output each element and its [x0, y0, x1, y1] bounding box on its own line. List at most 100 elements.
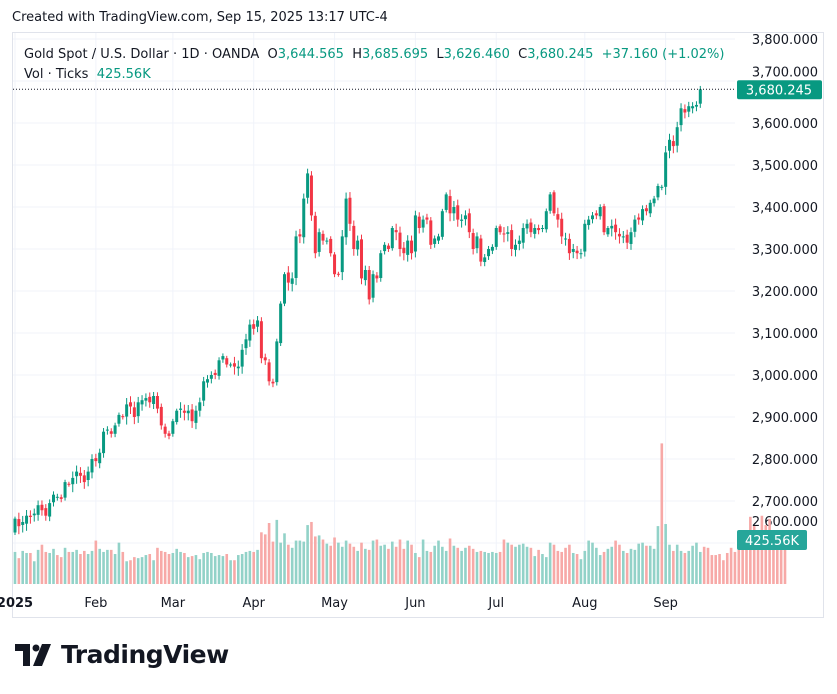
candle-body — [182, 410, 186, 413]
volume-bar — [59, 557, 63, 584]
symbol-legend: Gold Spot / U.S. Dollar · 1D · OANDA O3,… — [24, 45, 724, 85]
volume-bar — [387, 548, 390, 584]
candle-body — [664, 152, 668, 187]
volume-bar — [98, 548, 101, 584]
volume-bar — [702, 546, 706, 584]
candle-body — [102, 431, 106, 454]
candle-body — [275, 341, 279, 383]
candle-body — [683, 109, 687, 113]
volume-label[interactable]: Vol · Ticks — [24, 67, 89, 82]
volume-bar — [468, 545, 471, 584]
volume-bar — [510, 544, 513, 584]
volume-bar — [160, 550, 163, 584]
volume-bar — [537, 549, 540, 584]
candle-body — [448, 196, 452, 214]
candle-body — [648, 202, 652, 214]
volume-bar — [129, 560, 132, 584]
candle-body — [606, 228, 610, 235]
candle-body — [417, 216, 421, 228]
volume-bar — [13, 551, 17, 584]
candle-body — [263, 357, 267, 361]
candle-body — [78, 472, 82, 476]
volume-bar — [94, 540, 98, 584]
volume-bar — [498, 551, 502, 584]
candle-body — [406, 240, 410, 255]
volume-bar — [183, 552, 186, 584]
volume-bar — [506, 542, 510, 584]
volume-bar — [598, 555, 602, 584]
candle-body — [44, 508, 48, 516]
volume-bar — [44, 551, 48, 584]
volume-bar — [444, 550, 448, 584]
volume-bar — [741, 539, 744, 584]
volume-bar — [71, 551, 75, 584]
chart-frame — [12, 32, 824, 618]
candle-body — [494, 228, 498, 247]
candle-body — [525, 223, 529, 229]
candle-body — [552, 192, 556, 214]
volume-bar — [340, 546, 344, 584]
volume-bar — [125, 561, 128, 584]
volume-bar — [571, 552, 575, 584]
volume-bar — [545, 557, 548, 584]
candle-body — [656, 186, 660, 198]
volume-bar — [310, 521, 313, 584]
candle-body — [652, 198, 656, 204]
candle-body — [171, 421, 175, 434]
volume-bar — [79, 554, 82, 584]
tradingview-logo[interactable]: TradingView — [15, 640, 229, 669]
symbol-title[interactable]: Gold Spot / U.S. Dollar · 1D · OANDA — [24, 47, 260, 62]
candle-body — [259, 321, 263, 359]
volume-bar — [314, 536, 317, 584]
candle-body — [298, 234, 302, 237]
volume-bar — [290, 547, 294, 584]
volume-bar — [602, 551, 606, 584]
candle-body — [540, 228, 544, 229]
candle-body — [113, 425, 117, 434]
volume-bar — [256, 549, 259, 584]
candle-body — [537, 228, 541, 231]
chart-credit: Created with TradingView.com, Sep 15, 20… — [12, 10, 388, 25]
low-label: L — [436, 47, 444, 62]
volume-bar — [248, 550, 252, 584]
y-tick-label: 3,000.000 — [752, 369, 818, 384]
volume-bar — [333, 537, 336, 584]
volume-bar — [718, 554, 721, 584]
volume-bar — [329, 545, 332, 584]
candle-body — [517, 240, 521, 244]
close-label: C — [518, 47, 528, 62]
volume-bar — [364, 548, 367, 584]
candle-body — [213, 372, 217, 375]
volume-bar — [267, 522, 271, 584]
volume-bar — [186, 557, 190, 584]
candle-body — [321, 233, 325, 241]
y-tick-label: 3,500.000 — [752, 159, 818, 174]
candle-body — [294, 236, 298, 278]
candle-body — [352, 225, 356, 249]
candle-body — [390, 228, 394, 249]
volume-bar — [279, 542, 282, 584]
volume-bar — [710, 555, 714, 584]
candle-body — [579, 253, 583, 255]
x-tick-label: Aug — [572, 596, 597, 611]
candle-body — [117, 414, 121, 424]
candle-body — [90, 459, 94, 473]
volume-bar — [240, 554, 244, 584]
volume-bar — [275, 519, 279, 584]
volume-bar — [233, 560, 236, 584]
volume-bar — [21, 550, 24, 584]
volume-bar — [675, 544, 679, 584]
volume-bar — [749, 516, 752, 584]
volume-bar — [672, 550, 675, 584]
volume-bar — [102, 551, 105, 584]
volume-bar — [591, 542, 594, 584]
candle-body — [668, 139, 671, 151]
candle-body — [240, 349, 244, 367]
volume-bar — [556, 550, 560, 584]
volume-bar — [668, 544, 671, 584]
volume-bar — [194, 555, 198, 584]
volume-bar — [260, 532, 263, 584]
volume-bar — [283, 533, 286, 584]
candle-body — [610, 225, 614, 229]
